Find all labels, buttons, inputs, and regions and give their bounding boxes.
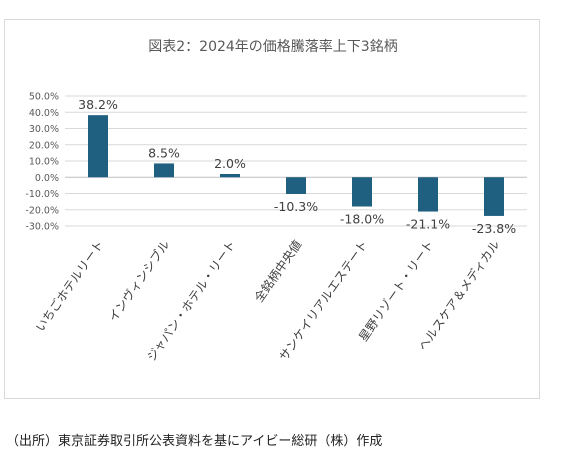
y-tick-label: 30.0% <box>29 124 59 135</box>
y-tick-label: 40.0% <box>29 108 59 119</box>
y-tick-label: -10.0% <box>25 189 59 200</box>
chart-title: 図表2：2024年の価格騰落率上下3銘柄 <box>148 38 397 55</box>
category-label: 全銘柄中央値 <box>251 237 305 305</box>
data-label: 2.0% <box>214 156 246 171</box>
bar <box>220 174 240 178</box>
y-tick-label: 50.0% <box>29 92 59 103</box>
y-tick-label: 10.0% <box>29 157 59 168</box>
category-label: 星野リゾート・リート <box>356 238 436 344</box>
data-label: -21.1% <box>406 217 450 232</box>
y-tick-label: 20.0% <box>29 140 59 151</box>
category-label: インヴィンシブル <box>105 237 172 324</box>
bar <box>286 177 306 194</box>
category-label: いちごホテルリート <box>32 237 106 334</box>
data-label: -23.8% <box>472 221 516 236</box>
y-tick-label: -20.0% <box>25 205 59 216</box>
chart-frame: 図表2：2024年の価格騰落率上下3銘柄 50.0% 40.0% 30.0% 20.0… <box>4 19 540 399</box>
bar <box>88 115 108 178</box>
data-label: -10.3% <box>274 199 318 214</box>
data-label: 8.5% <box>148 145 180 160</box>
bar-chart: 図表2：2024年の価格騰落率上下3銘柄 50.0% 40.0% 30.0% 20.0… <box>25 38 527 364</box>
bar <box>154 163 174 178</box>
bar <box>352 177 372 207</box>
y-tick-label: 0.0% <box>35 173 59 184</box>
y-tick-label: -30.0% <box>25 222 59 233</box>
data-label: -18.0% <box>340 212 384 227</box>
bar <box>418 177 438 212</box>
source-note: （出所）東京証券取引所公表資料を基にアイビー総研（株）作成 <box>6 434 383 449</box>
bar <box>484 177 504 216</box>
data-label: 38.2% <box>78 97 118 112</box>
